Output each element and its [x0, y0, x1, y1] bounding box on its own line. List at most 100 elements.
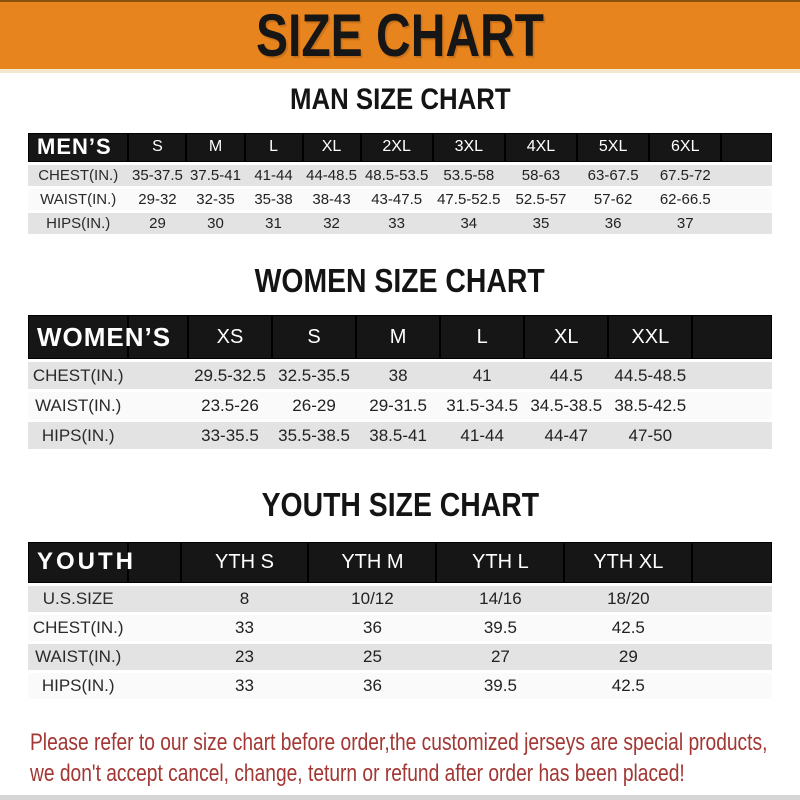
- women-header-row: WOMEN’S XS S M L XL XXL: [28, 315, 772, 360]
- spacer-cell: [128, 392, 188, 420]
- spacer-cell: [721, 212, 772, 234]
- spacer-cell: [128, 541, 181, 583]
- size-value-cell: 41-44: [244, 164, 303, 186]
- row-label: HIPS(IN.): [28, 212, 129, 234]
- men-chest-row: CHEST(IN.) 35-37.5 37.5-41 41-44 44-48.5…: [28, 164, 772, 186]
- size-value-cell: 34.5-38.5: [524, 392, 609, 420]
- spacer-cell: [692, 585, 772, 612]
- men-col-header: 3XL: [432, 132, 505, 162]
- size-value-cell: 30: [186, 212, 245, 234]
- size-value-cell: 34: [432, 212, 505, 234]
- spacer-cell: [692, 643, 772, 670]
- size-value-cell: 44-47: [524, 422, 609, 450]
- size-value-cell: 42.5: [564, 672, 693, 699]
- disclaimer-text: Please refer to our size chart before or…: [30, 727, 772, 789]
- size-value-cell: 33: [180, 672, 309, 699]
- size-value-cell: 38.5-41: [356, 422, 441, 450]
- women-section-heading: WOMEN SIZE CHART: [0, 261, 800, 299]
- man-section-heading-text: MAN SIZE CHART: [289, 83, 511, 116]
- size-value-cell: 67.5-72: [649, 164, 722, 186]
- spacer-cell: [721, 132, 772, 162]
- size-chart-banner: SIZE CHART: [0, 0, 800, 73]
- spacer-cell: [128, 672, 181, 699]
- youth-chest-row: CHEST(IN.) 33 36 39.5 42.5: [28, 614, 772, 641]
- men-col-header: S: [128, 132, 187, 162]
- women-col-header: XS: [187, 315, 273, 360]
- size-value-cell: 35: [504, 212, 578, 234]
- women-section-heading-text: WOMEN SIZE CHART: [254, 261, 546, 299]
- size-value-cell: 23.5-26: [187, 392, 273, 420]
- men-col-header: M: [186, 132, 245, 162]
- row-label: WAIST(IN.): [28, 188, 129, 210]
- size-value-cell: 32-35: [186, 188, 245, 210]
- women-size-table: WOMEN’S XS S M L XL XXL CHEST(IN.) 29.5-…: [28, 312, 772, 452]
- men-waist-row: WAIST(IN.) 29-32 32-35 35-38 38-43 43-47…: [28, 188, 772, 210]
- women-chest-row: CHEST(IN.) 29.5-32.5 32.5-35.5 38 41 44.…: [28, 362, 772, 390]
- men-col-header: 6XL: [649, 132, 722, 162]
- spacer-cell: [128, 643, 181, 670]
- size-value-cell: 26-29: [272, 392, 357, 420]
- disclaimer-line-2: we don't accept cancel, change, teturn o…: [30, 759, 685, 787]
- men-col-header: L: [244, 132, 303, 162]
- size-value-cell: 31.5-34.5: [440, 392, 525, 420]
- men-col-header: 4XL: [504, 132, 578, 162]
- women-col-header: M: [356, 315, 441, 360]
- size-value-cell: 37: [649, 212, 722, 234]
- size-value-cell: 8: [180, 585, 309, 612]
- row-label: WAIST(IN.): [28, 392, 129, 420]
- size-value-cell: 29.5-32.5: [187, 362, 273, 390]
- youth-header-row: YOUTH YTH S YTH M YTH L YTH XL: [28, 541, 772, 583]
- men-size-table: MEN’S S M L XL 2XL 3XL 4XL 5XL 6XL CHEST…: [28, 130, 772, 237]
- youth-col-header: YTH XL: [564, 541, 693, 583]
- size-value-cell: 35.5-38.5: [272, 422, 357, 450]
- size-value-cell: 43-47.5: [360, 188, 433, 210]
- youth-section-heading: YOUTH SIZE CHART: [0, 487, 800, 523]
- row-label: CHEST(IN.): [28, 614, 129, 641]
- size-value-cell: 31: [244, 212, 303, 234]
- spacer-cell: [692, 422, 772, 450]
- women-waist-row: WAIST(IN.) 23.5-26 26-29 29-31.5 31.5-34…: [28, 392, 772, 420]
- row-label: WAIST(IN.): [28, 643, 129, 670]
- size-value-cell: 23: [180, 643, 309, 670]
- size-value-cell: 44-48.5: [302, 164, 361, 186]
- size-value-cell: 44.5-48.5: [608, 362, 693, 390]
- youth-col-header: YTH S: [180, 541, 309, 583]
- spacer-cell: [692, 672, 772, 699]
- women-col-header: L: [440, 315, 525, 360]
- women-header-label: WOMEN’S: [28, 315, 170, 360]
- youth-size-table: YOUTH YTH S YTH M YTH L YTH XL U.S.SIZE …: [28, 539, 772, 702]
- size-value-cell: 37.5-41: [186, 164, 245, 186]
- spacer-cell: [692, 362, 772, 390]
- size-value-cell: 62-66.5: [649, 188, 722, 210]
- size-value-cell: 52.5-57: [504, 188, 578, 210]
- size-value-cell: 44.5: [524, 362, 609, 390]
- youth-col-header: YTH L: [436, 541, 565, 583]
- men-col-header: 2XL: [360, 132, 433, 162]
- spacer-cell: [128, 614, 181, 641]
- size-value-cell: 48.5-53.5: [360, 164, 433, 186]
- row-label: HIPS(IN.): [28, 422, 129, 450]
- row-label: U.S.SIZE: [28, 585, 129, 612]
- size-value-cell: 58-63: [504, 164, 578, 186]
- size-value-cell: 35-37.5: [128, 164, 187, 186]
- size-value-cell: 63-67.5: [577, 164, 650, 186]
- spacer-cell: [692, 392, 772, 420]
- size-value-cell: 27: [436, 643, 565, 670]
- size-value-cell: 14/16: [436, 585, 565, 612]
- size-value-cell: 38.5-42.5: [608, 392, 693, 420]
- youth-col-header: YTH M: [308, 541, 437, 583]
- bottom-border-strip: [0, 795, 800, 800]
- youth-header-label: YOUTH: [28, 541, 133, 583]
- women-col-header: XL: [524, 315, 609, 360]
- size-value-cell: 35-38: [244, 188, 303, 210]
- size-value-cell: 25: [308, 643, 437, 670]
- row-label: CHEST(IN.): [28, 362, 129, 390]
- women-size-table-wrap: WOMEN’S XS S M L XL XXL CHEST(IN.) 29.5-…: [0, 312, 800, 452]
- size-value-cell: 18/20: [564, 585, 693, 612]
- youth-ussize-row: U.S.SIZE 8 10/12 14/16 18/20: [28, 585, 772, 612]
- size-value-cell: 39.5: [436, 614, 565, 641]
- size-value-cell: 53.5-58: [432, 164, 505, 186]
- size-value-cell: 57-62: [577, 188, 650, 210]
- size-value-cell: 39.5: [436, 672, 565, 699]
- women-col-header: XXL: [608, 315, 693, 360]
